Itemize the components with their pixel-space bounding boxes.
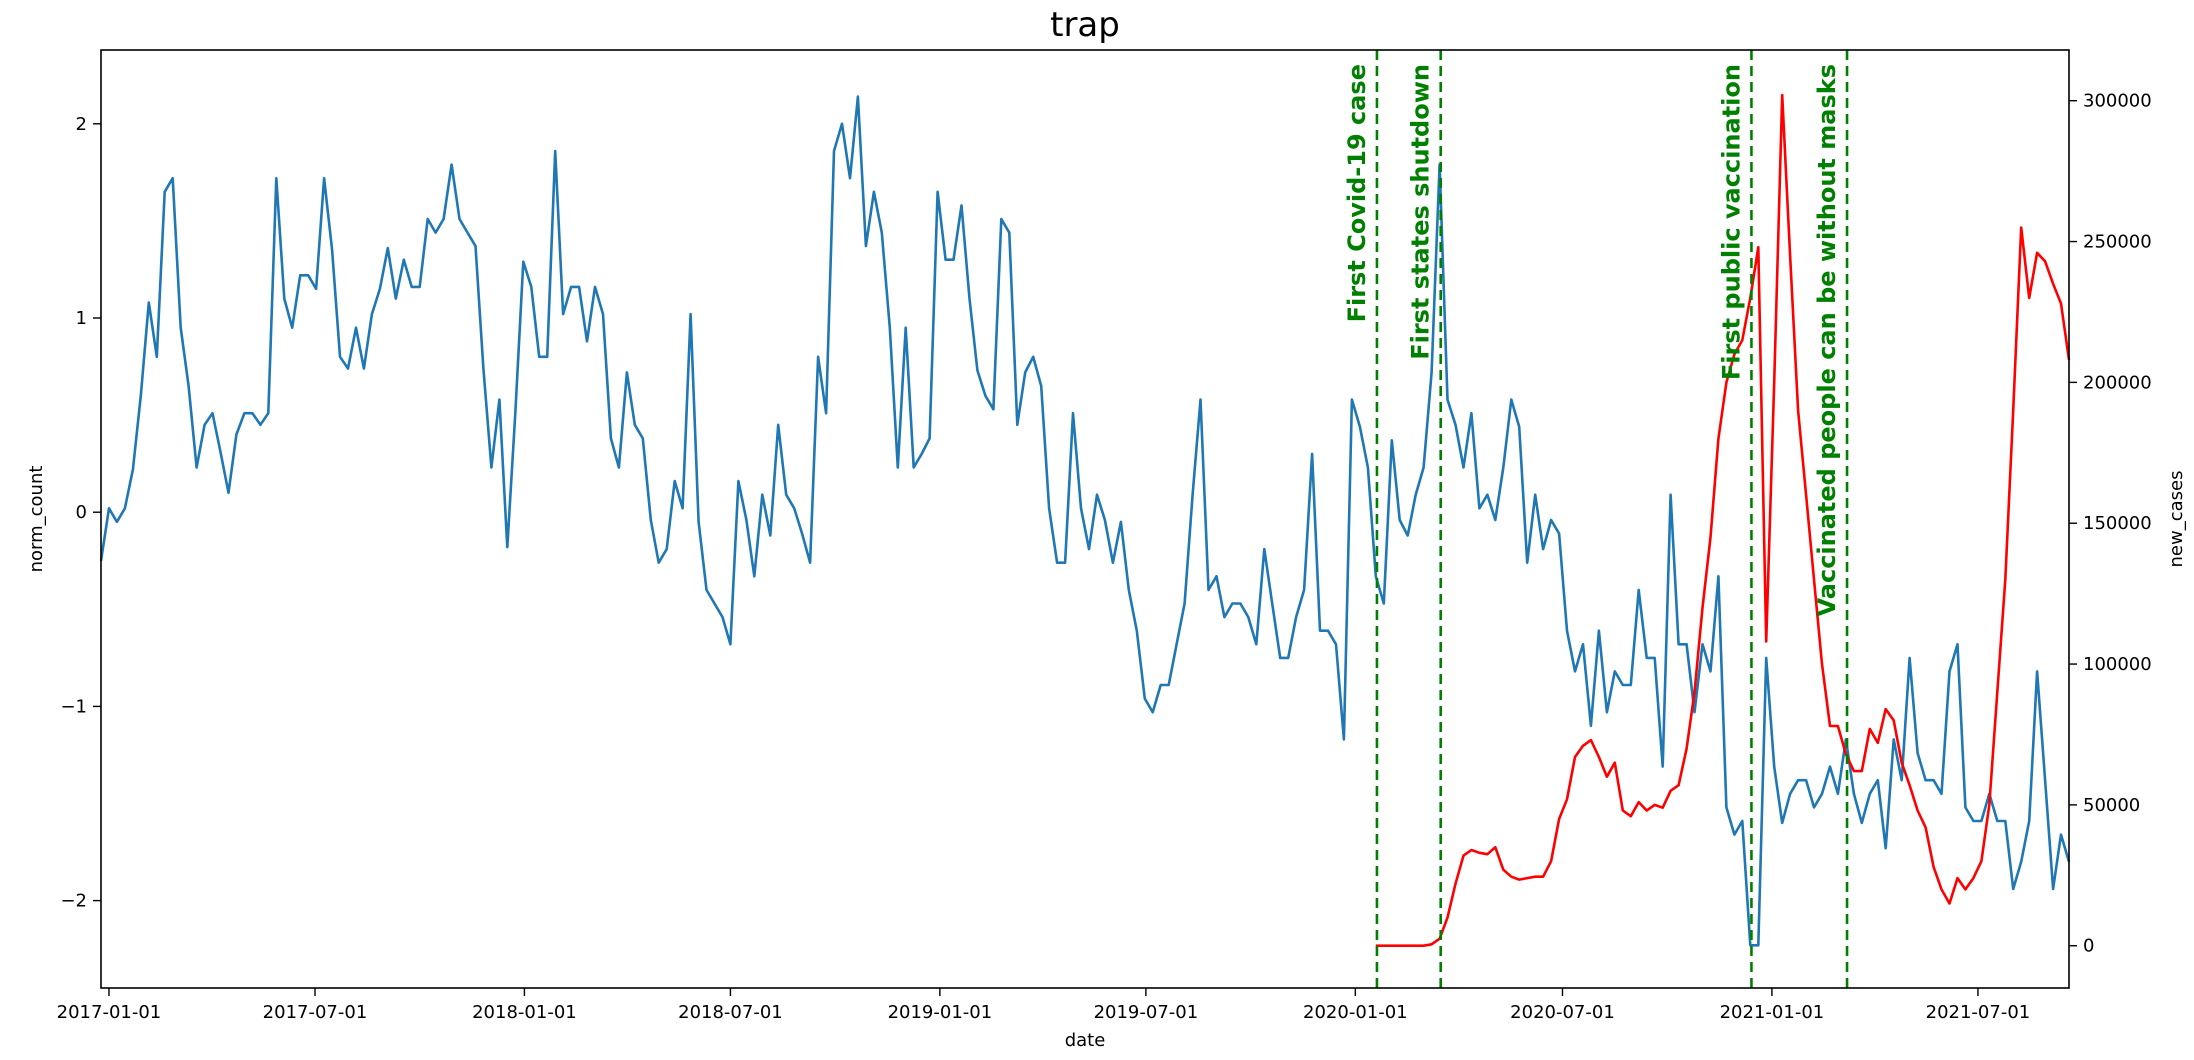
y-right-tick-label: 300000 [2083, 91, 2152, 112]
y-right-tick-label: 50000 [2083, 795, 2140, 816]
axes-frame [100, 49, 2070, 989]
event-label: First public vaccination [1717, 64, 1745, 380]
plot-area: First Covid-19 case First states shutdown… [57, 49, 2152, 1023]
y-left-tick-label: −1 [60, 696, 87, 717]
x-tick-label: 2018-01-01 [472, 1002, 577, 1023]
y-right-tick-label: 150000 [2083, 513, 2152, 534]
y-right-tick-label: 200000 [2083, 372, 2152, 393]
y-right-tick-label: 0 [2083, 936, 2094, 957]
new-cases-line [1375, 93, 2071, 948]
chart-title: trap [1050, 5, 1120, 45]
y-axis-left-label: norm_count [26, 466, 47, 573]
y-left-tick-label: 0 [76, 502, 87, 523]
x-tick-label: 2021-07-01 [1926, 1002, 2031, 1023]
event-label: First states shutdown [1407, 64, 1435, 360]
x-tick-label: 2019-07-01 [1094, 1002, 1199, 1023]
x-tick-label: 2018-07-01 [678, 1002, 783, 1023]
norm-count-line [99, 95, 2071, 947]
x-tick-label: 2021-01-01 [1720, 1002, 1825, 1023]
y-right-tick-label: 100000 [2083, 654, 2152, 675]
y-right-tick-label: 250000 [2083, 232, 2152, 253]
y-left-tick-label: 1 [76, 308, 87, 329]
x-tick-label: 2019-01-01 [888, 1002, 993, 1023]
x-tick-label: 2017-01-01 [57, 1002, 162, 1023]
x-tick-label: 2020-07-01 [1510, 1002, 1615, 1023]
y-left-tick-label: 2 [76, 114, 87, 135]
y-left-tick-label: −2 [60, 891, 87, 912]
y-axis-right-label: new_cases [2166, 471, 2187, 568]
x-tick-label: 2017-07-01 [263, 1002, 368, 1023]
x-tick-label: 2020-01-01 [1303, 1002, 1408, 1023]
event-label: First Covid-19 case [1343, 64, 1371, 322]
x-axis-label: date [1065, 1030, 1106, 1051]
event-label: Vaccinated people can be without masks [1813, 64, 1841, 616]
